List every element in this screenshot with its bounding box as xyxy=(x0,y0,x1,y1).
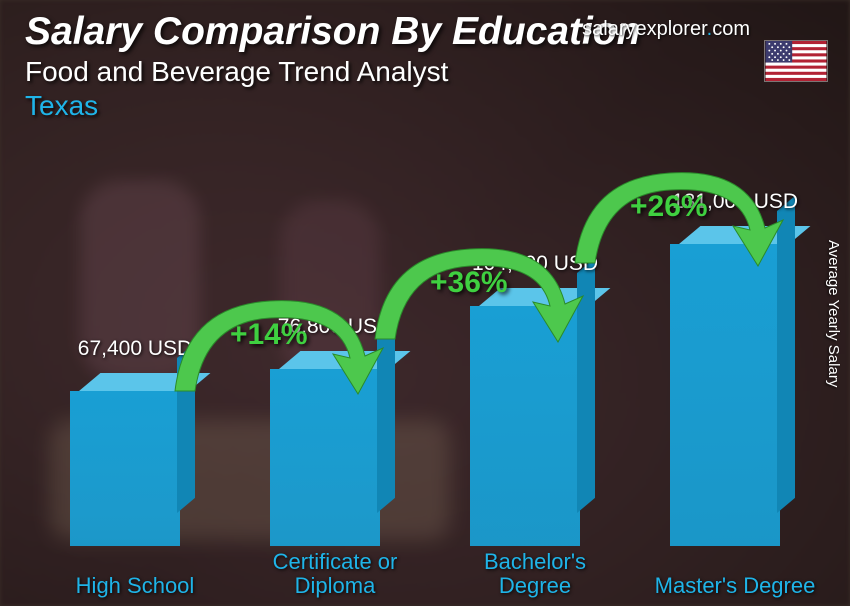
bar-front-face xyxy=(70,391,180,546)
us-flag-icon xyxy=(764,40,828,82)
brand-watermark: salaryexplorer.com xyxy=(582,18,750,41)
bar-category-label: High School xyxy=(45,574,225,598)
increase-pct-label: +14% xyxy=(230,318,308,352)
chart-content: Salary Comparison By Education salaryexp… xyxy=(0,0,850,606)
chart-title: Salary Comparison By Education xyxy=(25,10,641,54)
bar-front-face xyxy=(670,244,780,546)
chart-area: 67,400 USDHigh School76,800 USDCertifica… xyxy=(0,136,850,606)
chart-subtitle: Food and Beverage Trend Analyst xyxy=(0,54,850,88)
bar-category-label: Bachelor's Degree xyxy=(445,550,625,598)
increase-pct-label: +26% xyxy=(630,190,708,224)
increase-pct-label: +36% xyxy=(430,266,508,300)
brand-prefix: salaryexplorer xyxy=(582,18,707,40)
bar-category-label: Certificate or Diploma xyxy=(245,550,425,598)
bar-category-label: Master's Degree xyxy=(645,574,825,598)
brand-suffix: com xyxy=(712,18,750,40)
chart-location: Texas xyxy=(0,88,850,122)
